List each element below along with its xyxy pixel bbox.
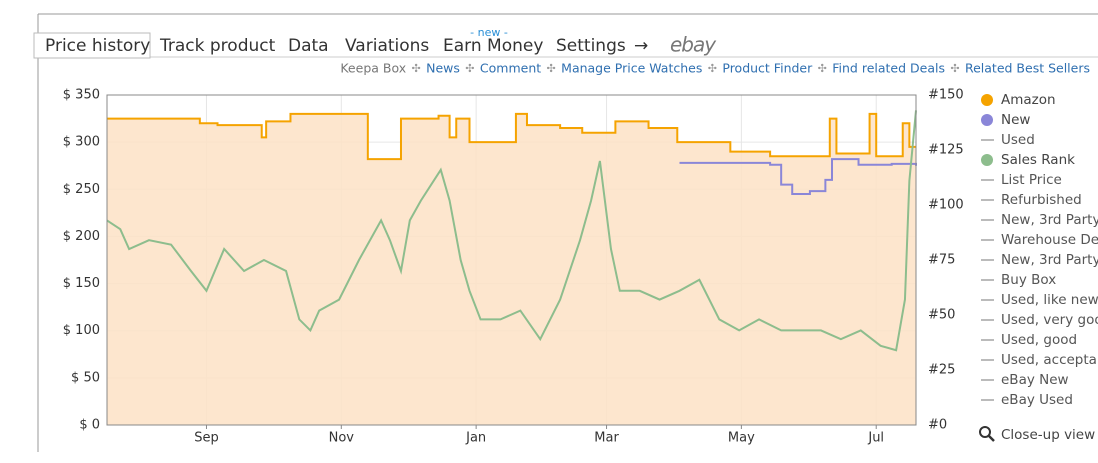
legend-label[interactable]: eBay Used (1001, 392, 1073, 408)
link[interactable]: News (426, 61, 460, 76)
legend-label[interactable]: Sales Rank (1001, 152, 1075, 168)
series-line (106, 110, 917, 352)
legend-label[interactable]: Warehouse Dea (1001, 232, 1098, 248)
legend-label[interactable]: Refurbished (1001, 192, 1082, 208)
y-tick-label: $ 50 (71, 370, 100, 385)
links-label: Keepa Box (340, 61, 406, 76)
tab[interactable]: Earn Money (443, 36, 543, 56)
x-tick-label: Jul (867, 431, 884, 446)
legend-label[interactable]: New, 3rd Party (1001, 212, 1098, 228)
tab[interactable]: Price history (45, 36, 150, 56)
link[interactable]: Related Best Sellers (965, 61, 1090, 76)
series-line (107, 112, 916, 161)
magnifier-handle (988, 435, 995, 442)
x-tick-label: Sep (194, 431, 219, 446)
tab[interactable]: Variations (345, 36, 429, 56)
magnifier (979, 426, 991, 438)
tab[interactable]: Settings (556, 36, 626, 56)
y-tick-label: $ 200 (63, 229, 100, 244)
y2-tick-label: #25 (928, 363, 955, 378)
tab[interactable]: Data (288, 36, 329, 56)
y-tick-label: $ 300 (63, 135, 100, 150)
y2-tick-label: #125 (928, 143, 964, 158)
price-area (107, 113, 916, 425)
active-tab-box (33, 32, 151, 59)
y-tick-label: $ 350 (63, 88, 100, 103)
separator: ✣ (708, 62, 717, 75)
tab[interactable]: Track product (159, 36, 276, 56)
y-tick-label: $ 150 (63, 276, 100, 291)
link[interactable]: Manage Price Watches (561, 61, 702, 76)
separator: ✣ (465, 62, 474, 75)
separator: ✣ (818, 62, 827, 75)
legend-dot[interactable] (981, 94, 993, 106)
y-tick-label: $ 250 (63, 182, 100, 197)
plot-border (106, 94, 917, 426)
link[interactable]: Find related Deals (832, 61, 945, 76)
legend-label[interactable]: Used, very goo (1001, 312, 1098, 328)
legend-dot[interactable] (981, 114, 993, 126)
legend-dot[interactable] (981, 154, 993, 166)
y2-tick-label: #150 (928, 88, 964, 103)
y2-tick-label: #50 (928, 308, 955, 323)
tab[interactable]: → (634, 36, 648, 56)
legend-label[interactable]: List Price (1001, 172, 1062, 188)
link[interactable]: Comment (480, 61, 541, 76)
y2-tick-label: #100 (928, 198, 964, 213)
link[interactable]: Product Finder (722, 61, 813, 76)
y2-tick-label: #0 (928, 418, 947, 433)
legend-label[interactable]: New, 3rd Party (1001, 252, 1098, 268)
tab[interactable]: ebay (670, 33, 718, 57)
y-tick-label: $ 100 (63, 323, 100, 338)
legend-label[interactable]: Used, good (1001, 332, 1077, 348)
legend-label[interactable]: Used, acceptab (1001, 352, 1098, 368)
legend-label[interactable]: Amazon (1001, 92, 1056, 108)
separator: ✣ (547, 62, 556, 75)
legend-label[interactable]: Used, like new (1001, 292, 1098, 308)
legend-label[interactable]: Buy Box (1001, 272, 1056, 288)
new-badge: - new - (470, 26, 508, 39)
x-tick-label: May (728, 431, 755, 446)
legend-label[interactable]: New (1001, 112, 1030, 128)
x-tick-label: Jan (465, 431, 486, 446)
separator: ✣ (950, 62, 959, 75)
x-tick-label: Nov (329, 431, 355, 446)
legend-label[interactable]: Used (1001, 132, 1035, 148)
separator: ✣ (412, 62, 421, 75)
closeup-link[interactable]: Close-up view (1001, 427, 1095, 443)
legend-label[interactable]: eBay New (1001, 372, 1069, 388)
x-tick-label: Mar (594, 431, 619, 446)
series-line (679, 158, 917, 195)
y2-tick-label: #75 (928, 253, 955, 268)
y-tick-label: $ 0 (79, 418, 100, 433)
